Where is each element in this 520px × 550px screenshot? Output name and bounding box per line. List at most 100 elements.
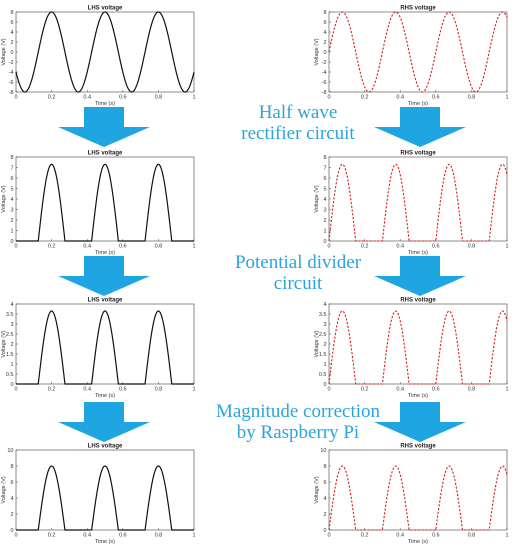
series-line-1 xyxy=(328,310,508,385)
chart-panel-1: LHS voltage 0 0.2 0.4 0.6 0.8 1 Time (s) -8 -6 -4 -… xyxy=(1,6,196,108)
y-tick-label: 6 xyxy=(10,480,13,486)
y-tick-label: 2 xyxy=(323,512,326,518)
y-tick-label: -8 xyxy=(9,90,14,96)
y-tick-label: 0 xyxy=(323,382,326,388)
x-tick-label: 0 xyxy=(14,533,17,539)
y-tick-label: 2 xyxy=(10,512,13,518)
y-tick-label: 2 xyxy=(10,342,13,348)
y-tick-label: 3 xyxy=(323,322,326,328)
stage-3-line-1: Magnitude correction xyxy=(216,401,381,422)
y-tick-label: 4 xyxy=(10,302,13,308)
y-tick-label: 4 xyxy=(10,197,13,203)
down-arrow-icon xyxy=(374,402,466,442)
x-tick-label: 0.6 xyxy=(119,244,127,250)
y-tick-label: -4 xyxy=(322,70,327,76)
chart-title: LHS voltage xyxy=(88,151,123,157)
y-tick-label: 3 xyxy=(323,208,326,214)
y-axis-label: Voltage (V) xyxy=(1,476,7,503)
y-tick-label: 7 xyxy=(10,166,13,172)
x-tick-label: 0 xyxy=(14,244,17,250)
x-tick-label: 0.8 xyxy=(155,244,163,250)
y-tick-label: 0 xyxy=(10,239,13,245)
chart-panel-7: LHS voltage 0 0.2 0.4 0.6 0.8 1 Time (s) 0 2 4 6 8 10… xyxy=(1,444,196,546)
y-tick-label: 5 xyxy=(10,187,13,193)
y-tick-label: 3.5 xyxy=(6,312,14,318)
x-tick-label: 0.6 xyxy=(432,533,440,539)
x-tick-label: 1 xyxy=(505,387,508,393)
y-tick-label: -8 xyxy=(322,90,327,96)
y-tick-label: 1 xyxy=(10,229,13,235)
x-tick-label: 0.8 xyxy=(468,533,476,539)
y-tick-label: 4 xyxy=(323,496,326,502)
y-tick-label: 1 xyxy=(323,362,326,368)
chart-title: RHS voltage xyxy=(400,151,436,157)
x-tick-label: 1 xyxy=(192,533,195,539)
x-tick-label: 0.4 xyxy=(83,533,91,539)
x-tick-label: 0.2 xyxy=(48,95,56,101)
x-tick-label: 0.6 xyxy=(119,533,127,539)
y-tick-label: 8 xyxy=(323,464,326,470)
chart-title: RHS voltage xyxy=(400,444,436,450)
series-line-1 xyxy=(328,465,508,531)
chart-title: LHS voltage xyxy=(88,298,123,304)
down-arrow-icon xyxy=(58,402,150,442)
plot-frame xyxy=(328,11,508,93)
x-axis-label: Time (s) xyxy=(95,539,115,545)
y-tick-label: 0 xyxy=(10,50,13,56)
x-tick-label: 0.8 xyxy=(155,533,163,539)
chart-panel-3: LHS voltage 0 0.2 0.4 0.6 0.8 1 Time (s) 0 1 2 3 4 5 6… xyxy=(1,151,196,257)
arrows-layer xyxy=(58,107,466,442)
plots-layer: LHS voltage 0 0.2 0.4 0.6 0.8 1 Time (s) -8 -6 -4 -… xyxy=(1,6,509,546)
x-tick-label: 0.4 xyxy=(396,387,404,393)
x-tick-label: 0 xyxy=(14,387,17,393)
x-tick-label: 0.4 xyxy=(396,533,404,539)
y-tick-label: 6 xyxy=(323,176,326,182)
x-tick-label: 0 xyxy=(14,95,17,101)
y-tick-label: 2.5 xyxy=(6,332,14,338)
x-tick-label: 0.4 xyxy=(83,387,91,393)
x-tick-label: 0.4 xyxy=(83,95,91,101)
y-tick-label: 4 xyxy=(10,496,13,502)
y-tick-label: -6 xyxy=(322,80,327,86)
stage-2-line-1: Potential divider xyxy=(235,252,362,273)
y-axis-label: Voltage (V) xyxy=(1,185,7,212)
y-tick-label: -2 xyxy=(322,60,327,66)
chart-panel-6: RHS voltage 0 0.2 0.4 0.6 0.8 1 Time (s) 0 0.5 1 1.… xyxy=(314,298,509,400)
y-tick-label: 2.5 xyxy=(319,332,327,338)
y-tick-label: 8 xyxy=(323,10,326,16)
y-tick-label: 0.5 xyxy=(319,372,327,378)
x-tick-label: 0 xyxy=(327,244,330,250)
x-tick-label: 0.4 xyxy=(396,244,404,250)
series-line-1 xyxy=(328,11,508,93)
x-tick-label: 1 xyxy=(192,95,195,101)
series-line-1 xyxy=(15,163,195,242)
down-arrow-icon xyxy=(374,256,466,296)
plot-frame xyxy=(15,11,195,93)
down-arrow-icon xyxy=(374,107,466,147)
x-axis-label: Time (s) xyxy=(408,101,428,107)
y-tick-label: 0 xyxy=(323,239,326,245)
x-tick-label: 1 xyxy=(505,244,508,250)
plot-frame xyxy=(328,156,508,242)
y-tick-label: 0.5 xyxy=(6,372,14,378)
y-tick-label: 8 xyxy=(10,155,13,161)
x-tick-label: 0.4 xyxy=(396,95,404,101)
y-tick-label: 2 xyxy=(323,342,326,348)
x-tick-label: 0 xyxy=(327,387,330,393)
y-tick-label: 10 xyxy=(7,448,13,454)
x-axis-label: Time (s) xyxy=(95,250,115,256)
y-tick-label: 1.5 xyxy=(6,352,14,358)
plot-frame xyxy=(15,449,195,531)
plot-frame xyxy=(328,449,508,531)
y-tick-label: 3.5 xyxy=(319,312,327,318)
y-tick-label: 3 xyxy=(10,208,13,214)
series-line-1 xyxy=(15,465,195,531)
y-tick-label: 2 xyxy=(323,218,326,224)
x-axis-label: Time (s) xyxy=(95,101,115,107)
y-tick-label: 0 xyxy=(10,528,13,534)
x-tick-label: 0.6 xyxy=(119,387,127,393)
x-tick-label: 1 xyxy=(192,244,195,250)
x-axis-label: Time (s) xyxy=(95,393,115,399)
x-tick-label: 0.6 xyxy=(432,244,440,250)
